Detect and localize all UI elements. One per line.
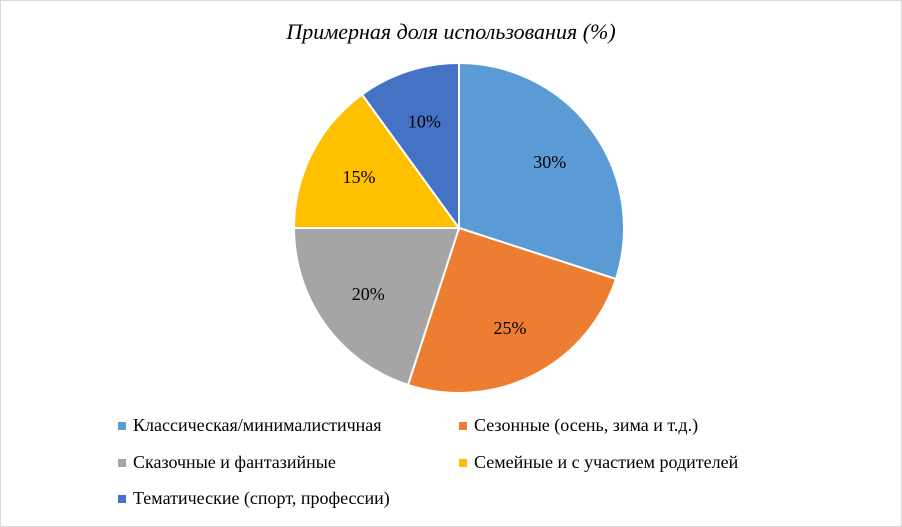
data-label-3: 20% (352, 284, 385, 304)
legend-swatch-3 (118, 458, 126, 467)
legend-swatch-4 (459, 458, 467, 467)
legend-label-1: Классическая/минималистичная (133, 415, 382, 435)
data-label-2: 25% (493, 318, 526, 338)
legend-swatch-5 (118, 494, 126, 503)
pie-slice-1 (458, 61, 625, 281)
data-label-1: 30% (533, 152, 566, 172)
legend-item-5: Тематические (спорт, профессии) (118, 488, 390, 509)
pie-slice-4 (292, 93, 461, 229)
legend-item-2: Сезонные (осень, зима и т.д.) (459, 415, 698, 436)
legend-swatch-1 (118, 421, 126, 430)
pie-slice-2 (406, 226, 618, 394)
legend-label-2: Сезонные (осень, зима и т.д.) (474, 415, 699, 435)
legend-item-1: Классическая/минималистичная (118, 415, 382, 436)
data-label-4: 15% (343, 167, 376, 187)
pie-slice-5 (360, 61, 460, 232)
legend-item-3: Сказочные и фантазийные (118, 452, 336, 473)
legend-item-4: Семейные и с участием родителей (459, 452, 738, 473)
legend-label-5: Тематические (спорт, профессии) (133, 488, 390, 508)
data-label-5: 10% (408, 111, 441, 131)
chart-title: Примерная доля использования (%) (286, 19, 616, 44)
legend-label-3: Сказочные и фантазийные (133, 452, 336, 472)
legend-label-4: Семейные и с участием родителей (474, 452, 739, 472)
pie-slice-3 (292, 227, 461, 387)
legend-swatch-2 (459, 421, 467, 430)
